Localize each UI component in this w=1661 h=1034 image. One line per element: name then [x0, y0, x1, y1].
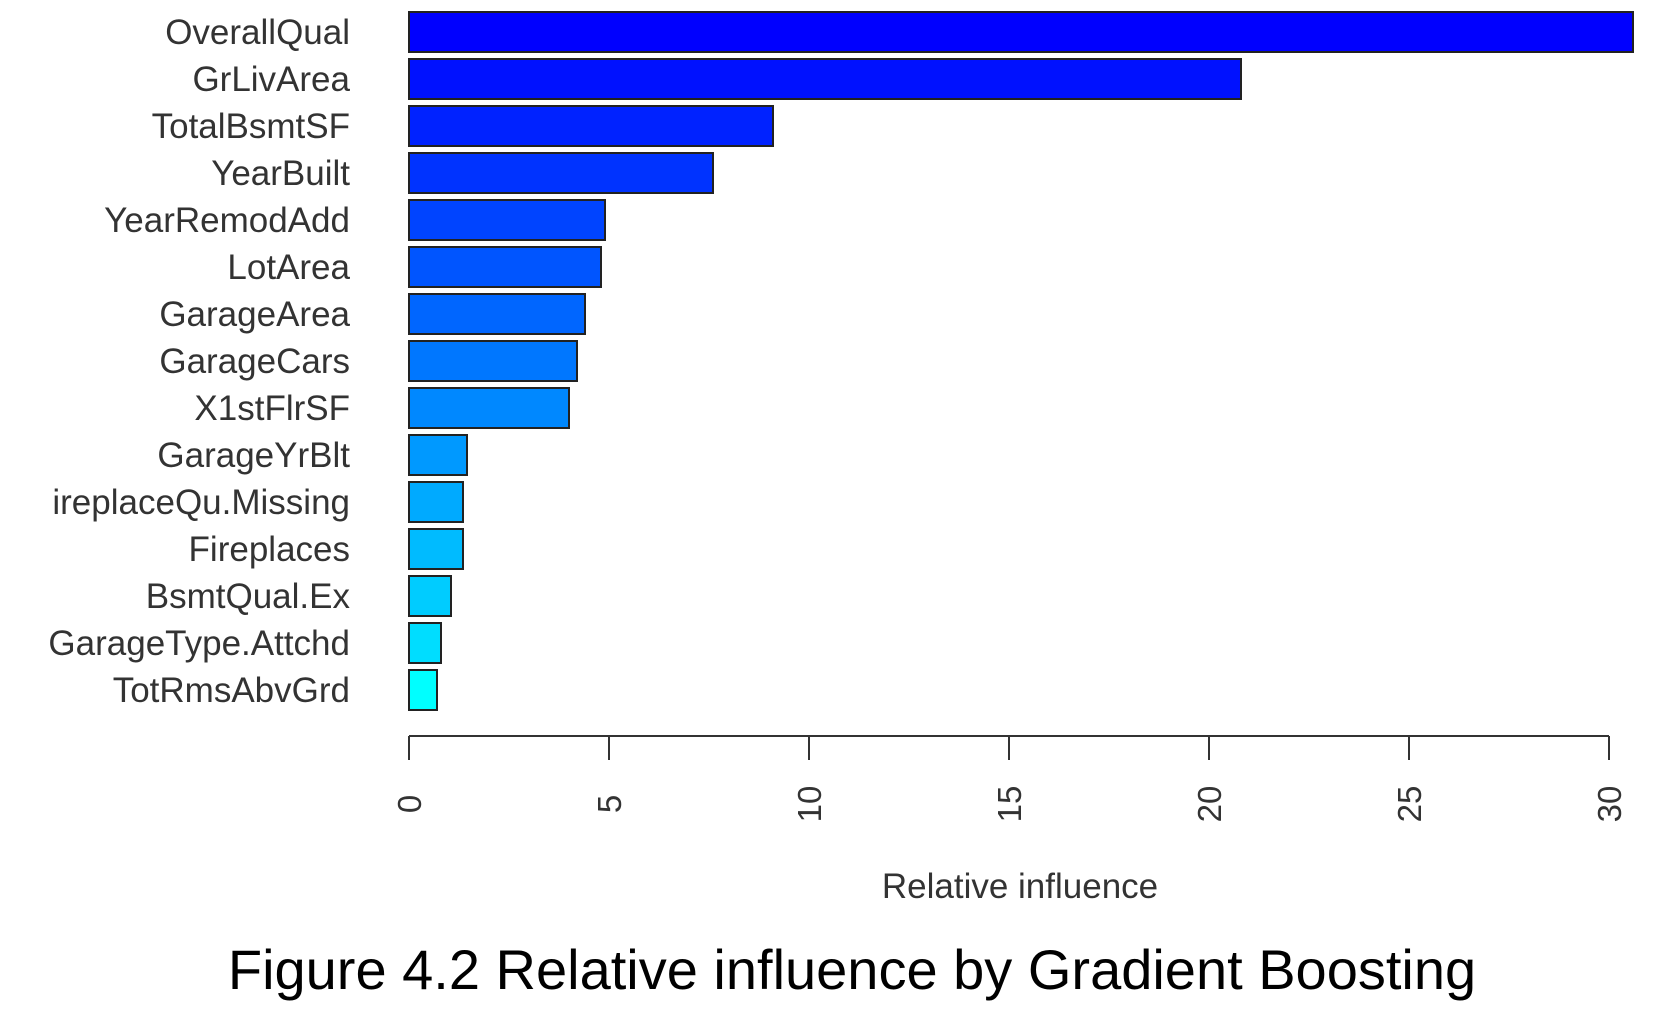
bar-totrmsabvgrd [408, 669, 438, 711]
category-label-lotarea: LotArea [227, 248, 350, 287]
category-label-garagearea: GarageArea [159, 295, 350, 334]
x-axis-title: Relative influence [882, 867, 1158, 906]
category-label-totalbsmtsf: TotalBsmtSF [152, 107, 350, 146]
category-label-x1stflrsf: X1stFlrSF [194, 389, 350, 428]
x-tick-label-0: 0 [391, 795, 428, 813]
x-tick-label-30: 30 [1591, 786, 1628, 823]
bar-lotarea [408, 246, 602, 288]
category-label-garagetype-attchd: GarageType.Attchd [48, 624, 350, 663]
category-label-garageyrblt: GarageYrBlt [157, 436, 350, 475]
bar-fireplaces [408, 528, 464, 570]
figure-caption: Figure 4.2 Relative influence by Gradien… [228, 938, 1476, 1001]
x-tick-label-5: 5 [591, 795, 628, 813]
bar-yearbuilt [408, 152, 714, 194]
category-label-yearremodadd: YearRemodAdd [104, 201, 350, 240]
category-label-totrmsabvgrd: TotRmsAbvGrd [113, 671, 350, 710]
bar-garagecars [408, 340, 578, 382]
category-label-garagecars: GarageCars [159, 342, 350, 381]
x-tick-label-20: 20 [1191, 786, 1228, 823]
bar-yearremodadd [408, 199, 606, 241]
bar-grlivarea [408, 58, 1242, 100]
category-labels-group: OverallQual GrLivArea TotalBsmtSF YearBuilt… [48, 13, 350, 710]
bar-overallqual [408, 11, 1634, 53]
bar-x1stflrsf [408, 387, 570, 429]
category-label-bsmtqual-ex: BsmtQual.Ex [146, 577, 351, 616]
category-label-overallqual: OverallQual [165, 13, 350, 52]
x-tick-label-25: 25 [1391, 786, 1428, 823]
category-label-ireplacequ-missing: ireplaceQu.Missing [52, 483, 350, 522]
category-label-yearbuilt: YearBuilt [211, 154, 350, 193]
x-axis: 0 5 10 15 20 25 30 [391, 735, 1628, 823]
bar-bsmtqual-ex [408, 575, 452, 617]
bars-group [408, 11, 1634, 711]
bar-totalbsmtsf [408, 105, 774, 147]
bar-ireplacequ-missing [408, 481, 464, 523]
category-label-grlivarea: GrLivArea [192, 60, 350, 99]
bar-garageyrblt [408, 434, 468, 476]
x-tick-label-15: 15 [991, 786, 1028, 823]
x-tick-label-10: 10 [791, 786, 828, 823]
bar-garagearea [408, 293, 586, 335]
category-label-fireplaces: Fireplaces [189, 530, 350, 569]
bar-garagetype-attchd [408, 622, 442, 664]
